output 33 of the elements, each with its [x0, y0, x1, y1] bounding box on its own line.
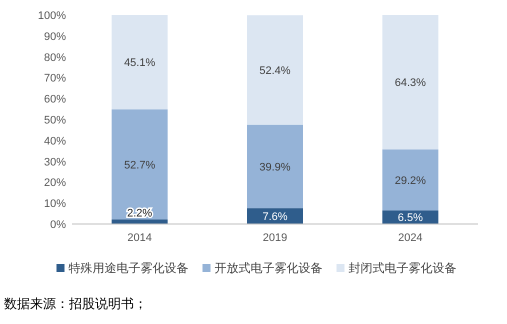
- x-tick-label: 2024: [398, 232, 423, 244]
- y-tick-label: 0%: [50, 219, 66, 231]
- data-label: 52.7%: [124, 159, 156, 172]
- y-tick-label: 30%: [44, 156, 66, 168]
- legend-label: 开放式电子雾化设备: [214, 261, 322, 275]
- y-tick-label: 70%: [44, 72, 66, 85]
- data-label: 7.6%: [262, 211, 288, 224]
- bar: [382, 149, 438, 210]
- y-tick-label: 40%: [44, 135, 66, 148]
- y-tick-label: 60%: [44, 94, 66, 106]
- data-label: 2.2%: [127, 207, 152, 220]
- data-label: 39.9%: [259, 161, 291, 174]
- y-tick-label: 20%: [44, 177, 66, 190]
- y-tick-label: 10%: [44, 198, 66, 210]
- data-label: 64.3%: [394, 77, 426, 90]
- legend-label: 特殊用途电子雾化设备: [68, 261, 188, 275]
- y-tick-label: 100%: [38, 10, 66, 22]
- y-tick-label: 80%: [44, 52, 66, 64]
- y-tick-label: 90%: [44, 30, 66, 43]
- data-label: 52.4%: [259, 64, 291, 77]
- y-tick-label: 50%: [44, 114, 66, 126]
- bar: [247, 124, 303, 208]
- data-label: 29.2%: [394, 174, 426, 187]
- x-tick-label: 2014: [127, 232, 152, 244]
- data-label: 6.5%: [398, 212, 424, 224]
- bar: [247, 15, 303, 125]
- bar: [112, 15, 168, 110]
- source-note: 数据来源：招股说明书；: [4, 296, 147, 311]
- bar: [112, 109, 168, 220]
- legend-label: 封闭式电子雾化设备: [348, 261, 456, 275]
- data-label: 45.1%: [124, 57, 156, 70]
- bar: [382, 15, 438, 150]
- x-tick-label: 2019: [262, 232, 288, 244]
